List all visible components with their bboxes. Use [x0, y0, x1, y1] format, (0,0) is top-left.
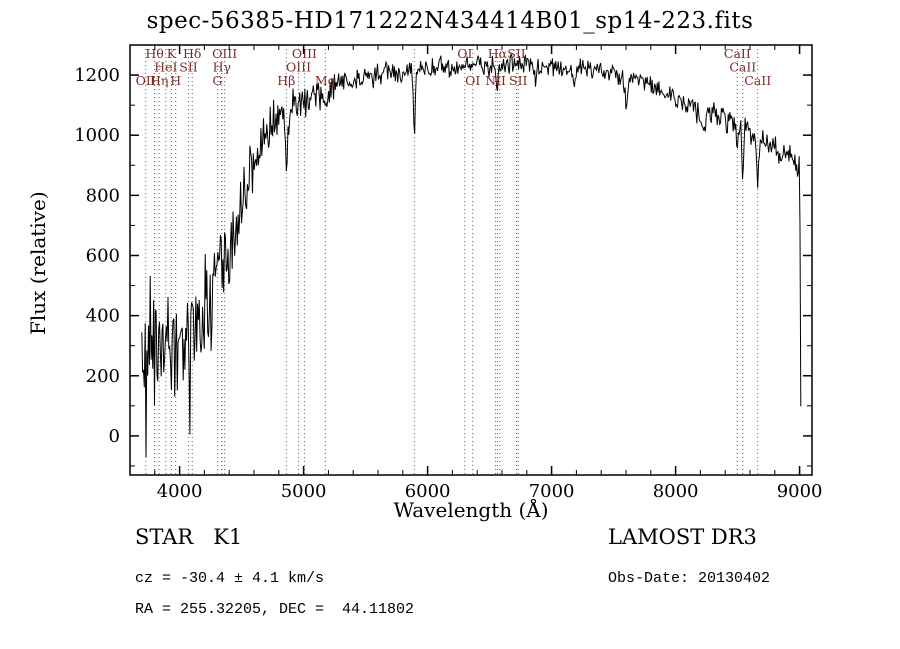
- svg-text:Hα: Hα: [488, 46, 508, 61]
- x-axis-label: Wavelength (Å): [393, 498, 549, 522]
- svg-text:OIII: OIII: [286, 60, 311, 75]
- svg-text:800: 800: [86, 185, 120, 206]
- chart-title: spec-56385-HD171222N434414B01_sp14-223.f…: [146, 8, 754, 34]
- svg-text:OI: OI: [457, 46, 472, 61]
- svg-text:400: 400: [86, 306, 120, 327]
- object-class-label: STAR K1: [135, 525, 243, 549]
- svg-text:NII: NII: [485, 73, 506, 88]
- svg-text:CaII: CaII: [744, 73, 771, 88]
- svg-text:600: 600: [86, 245, 120, 266]
- svg-text:200: 200: [86, 366, 120, 387]
- svg-text:1200: 1200: [74, 65, 120, 86]
- svg-text:Hβ: Hβ: [277, 73, 295, 88]
- svg-text:Mg: Mg: [315, 73, 336, 88]
- svg-text:4000: 4000: [157, 481, 203, 502]
- svg-text:5000: 5000: [281, 481, 327, 502]
- svg-text:Hδ: Hδ: [183, 46, 201, 61]
- svg-text:CaII: CaII: [724, 46, 751, 61]
- svg-text:OIII: OIII: [292, 46, 317, 61]
- ra-dec-value: RA = 255.32205, DEC = 44.11802: [135, 601, 415, 618]
- svg-text:OII: OII: [136, 73, 156, 88]
- svg-text:CaII: CaII: [729, 60, 756, 75]
- svg-text:SII: SII: [509, 73, 528, 88]
- obs-date: Obs-Date: 20130402: [608, 570, 771, 587]
- svg-text:9000: 9000: [777, 481, 823, 502]
- svg-text:OIII: OIII: [212, 46, 237, 61]
- svg-text:7000: 7000: [529, 481, 575, 502]
- svg-text:8000: 8000: [653, 481, 699, 502]
- cz-value: cz = -30.4 ± 4.1 km/s: [135, 570, 325, 587]
- svg-text:G: G: [212, 73, 222, 88]
- svg-text:H: H: [170, 73, 181, 88]
- svg-text:Hθ: Hθ: [145, 46, 163, 61]
- svg-text:Hγ: Hγ: [213, 60, 231, 75]
- svg-text:6000: 6000: [405, 481, 451, 502]
- svg-text:HeI: HeI: [154, 60, 177, 75]
- svg-text:OI: OI: [465, 73, 480, 88]
- svg-text:SII: SII: [507, 46, 526, 61]
- svg-text:1000: 1000: [74, 125, 120, 146]
- survey-label: LAMOST DR3: [608, 525, 757, 549]
- svg-text:0: 0: [109, 426, 120, 447]
- svg-text:Hη: Hη: [150, 73, 168, 88]
- svg-text:K: K: [167, 46, 177, 61]
- svg-text:SII: SII: [179, 60, 198, 75]
